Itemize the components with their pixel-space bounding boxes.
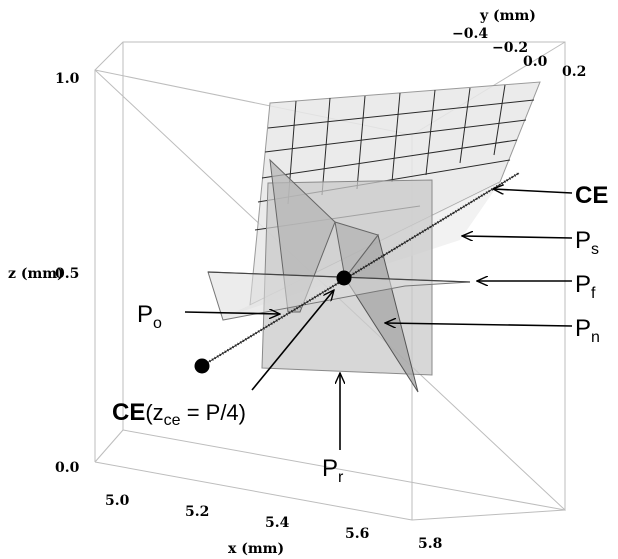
z-tick: 1.0 xyxy=(55,71,80,87)
x-axis: 5.0 5.2 5.4 5.6 5.8 x (mm) xyxy=(105,493,442,557)
ps-arrow xyxy=(462,236,573,238)
z-axis: 1.0 0.5 0.0 z (mm) xyxy=(8,71,80,476)
y-axis: −0.4 −0.2 0.0 0.2 y (mm) xyxy=(452,8,586,80)
z-tick: 0.5 xyxy=(55,266,79,282)
y-axis-label: y (mm) xyxy=(479,8,536,24)
ce-point-arrow xyxy=(251,290,334,391)
x-tick: 5.2 xyxy=(185,504,209,520)
annotation-arrows xyxy=(184,189,573,450)
z-tick: 0.0 xyxy=(55,460,80,476)
y-tick: −0.4 xyxy=(452,26,488,42)
callout-labels: CE Ps Pf Pn Po Pr CE(zce = P/4) xyxy=(112,182,608,486)
ps-label: Ps xyxy=(575,227,599,258)
ce-quarter-point xyxy=(336,270,352,286)
x-tick: 5.4 xyxy=(265,515,290,531)
ce-label: CE xyxy=(575,182,608,209)
x-tick: 5.0 xyxy=(105,493,130,509)
pn-arrow xyxy=(385,323,573,326)
x-tick: 5.6 xyxy=(345,526,369,542)
ce-point-label: CE(zce = P/4) xyxy=(112,399,246,429)
y-tick: 0.2 xyxy=(562,64,586,80)
y-tick: −0.2 xyxy=(492,40,528,56)
plane-pn xyxy=(334,221,419,393)
z-axis-label: z (mm) xyxy=(8,266,64,282)
pf-label: Pf xyxy=(575,271,596,302)
po-label: Po xyxy=(137,301,162,332)
pr-label: Pr xyxy=(322,455,344,486)
ce-arrow xyxy=(493,189,573,193)
x-tick: 5.8 xyxy=(418,536,442,552)
y-tick: 0.0 xyxy=(523,54,548,70)
plane-po xyxy=(269,158,336,313)
po-arrow xyxy=(184,312,280,314)
pn-label: Pn xyxy=(575,315,600,346)
ce-axis-line xyxy=(194,171,520,374)
ce-start-point xyxy=(194,358,210,374)
x-axis-label: x (mm) xyxy=(228,541,284,557)
